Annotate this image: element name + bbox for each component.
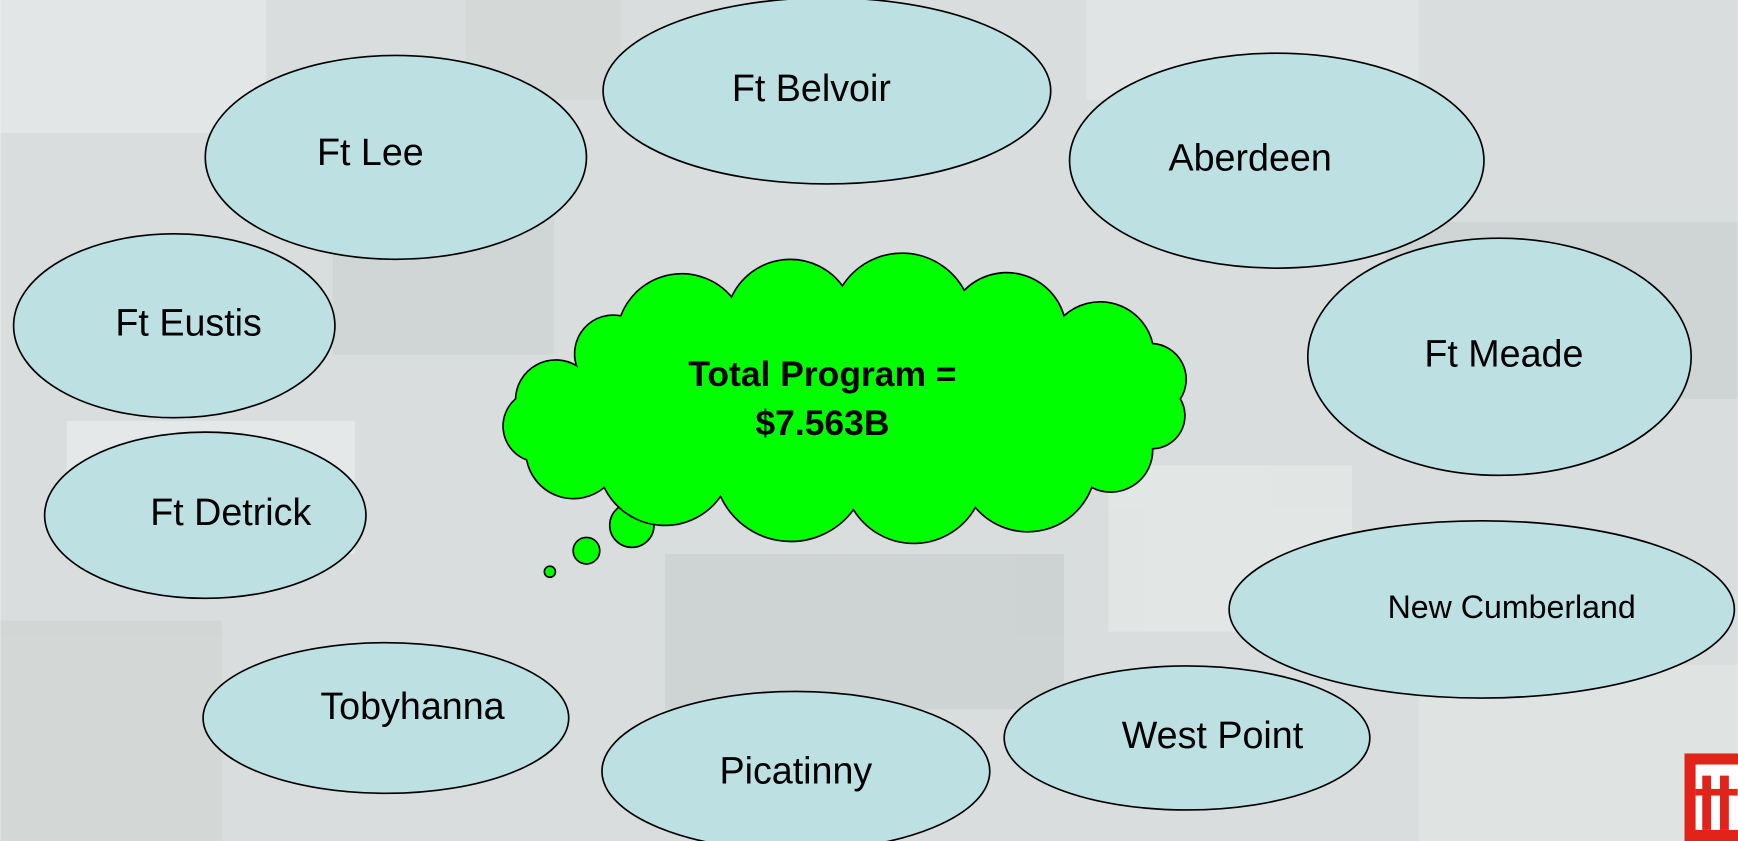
node: Tobyhanna: [202, 641, 570, 795]
node-ellipse: [202, 641, 570, 795]
node: New Cumberland: [1228, 519, 1736, 699]
node-ellipse: [43, 431, 367, 600]
node-ellipse: [601, 690, 991, 841]
node: Aberdeen: [1068, 52, 1485, 269]
node-label: Aberdeen: [1169, 137, 1332, 179]
node-ellipse: [204, 54, 588, 261]
node-label: Ft Belvoir: [732, 67, 891, 109]
node-ellipse: [1306, 237, 1692, 477]
node: Ft Meade: [1306, 237, 1692, 477]
node-ellipse: [602, 0, 1052, 185]
node: Ft Belvoir: [602, 0, 1052, 185]
node-ellipse: [1228, 519, 1736, 699]
node-label: New Cumberland: [1388, 589, 1636, 625]
node-label: West Point: [1122, 714, 1304, 756]
node: West Point: [1003, 665, 1371, 811]
node-label: Ft Detrick: [150, 491, 311, 533]
node-label: Ft Lee: [317, 131, 424, 173]
node-ellipse: [1068, 52, 1485, 269]
node: Ft Eustis: [12, 232, 336, 419]
node-label: Ft Eustis: [115, 302, 261, 344]
center-line: Total Program =: [688, 354, 956, 394]
node-ellipse: [12, 232, 336, 419]
node-label: Picatinny: [719, 749, 872, 791]
node: Ft Lee: [204, 54, 588, 261]
node: Picatinny: [601, 690, 991, 841]
node-label: Tobyhanna: [320, 685, 504, 727]
node-ellipse: [1003, 665, 1371, 811]
node-label: Ft Meade: [1424, 333, 1583, 375]
nodes: Ft Belvoir Ft Lee Aberdeen Ft Eustis Ft Mead…: [12, 0, 1736, 841]
node: Ft Detrick: [43, 431, 367, 600]
cloud: [502, 252, 1187, 545]
logo: [1684, 753, 1738, 841]
center-line: $7.563B: [755, 403, 889, 443]
